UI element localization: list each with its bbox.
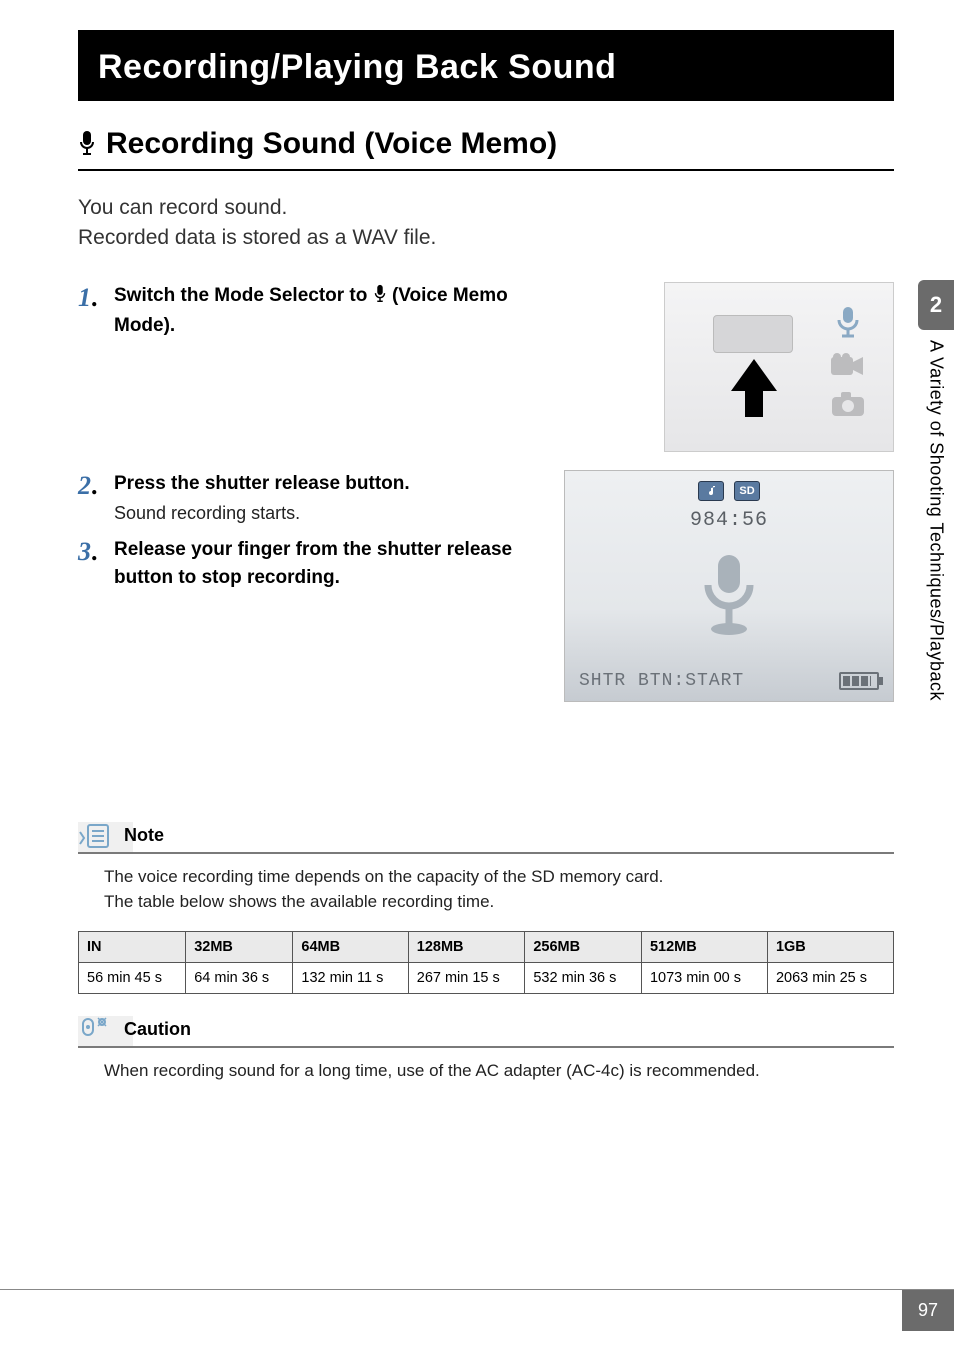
table-cell: 64 min 36 s xyxy=(186,962,293,993)
step-text: Release your finger from the shutter rel… xyxy=(114,536,542,591)
table-cell: 132 min 11 s xyxy=(293,962,408,993)
lcd-screenshot: SD 984:56 SHTR BTN:START xyxy=(564,470,894,702)
table-header-cell: 128MB xyxy=(408,931,525,962)
side-tab: 2 A Variety of Shooting Techniques/Playb… xyxy=(918,280,954,860)
step-number: 2. xyxy=(78,470,102,525)
recording-time: 984:56 xyxy=(690,509,768,532)
section-title-text: Recording Sound (Voice Memo) xyxy=(106,127,557,161)
caution-icon xyxy=(78,1016,112,1044)
chapter-header: Recording/Playing Back Sound xyxy=(78,30,894,101)
music-note-icon xyxy=(698,481,724,501)
intro-line: Recorded data is stored as a WAV file. xyxy=(78,223,894,253)
page-footer: 97 xyxy=(0,1289,954,1331)
caution-text: When recording sound for a long time, us… xyxy=(104,1058,894,1084)
step-number: 1. xyxy=(78,282,102,340)
table-header-cell: 256MB xyxy=(525,931,642,962)
microphone-icon xyxy=(373,284,387,313)
recording-time-table: IN32MB64MB128MB256MB512MB1GB 56 min 45 s… xyxy=(78,931,894,994)
step-number: 3. xyxy=(78,536,102,591)
note-icon xyxy=(78,822,112,850)
step-text: Switch the Mode Selector to (Voice Memo … xyxy=(114,282,542,340)
table-header-cell: 32MB xyxy=(186,931,293,962)
step-text: Press the shutter release button. xyxy=(114,470,410,498)
camera-icon xyxy=(831,391,865,417)
intro-line: You can record sound. xyxy=(78,193,894,223)
section-title: Recording Sound (Voice Memo) xyxy=(78,127,894,171)
step-1: 1. Switch the Mode Selector to (Voice Me… xyxy=(78,282,542,340)
step-subtext: Sound recording starts. xyxy=(114,503,410,524)
caution-label: Caution xyxy=(120,1019,191,1040)
note-label: Note xyxy=(120,825,164,846)
table-cell: 532 min 36 s xyxy=(525,962,642,993)
table-row: 56 min 45 s64 min 36 s132 min 11 s267 mi… xyxy=(79,962,894,993)
microphone-icon xyxy=(694,551,764,646)
table-header-cell: 512MB xyxy=(641,931,767,962)
microphone-icon xyxy=(78,130,96,158)
page-number: 97 xyxy=(902,1290,954,1331)
mode-selector-illustration xyxy=(564,282,894,452)
note-text: The table below shows the available reco… xyxy=(104,889,894,915)
table-header-cell: IN xyxy=(79,931,186,962)
chapter-number-tab: 2 xyxy=(918,280,954,330)
table-header-cell: 1GB xyxy=(767,931,893,962)
sd-card-icon: SD xyxy=(734,481,760,501)
table-cell: 1073 min 00 s xyxy=(641,962,767,993)
battery-icon xyxy=(839,672,879,690)
caution-block: Caution When recording sound for a long … xyxy=(78,1016,894,1084)
step-3: 3. Release your finger from the shutter … xyxy=(78,536,542,591)
note-block: Note The voice recording time depends on… xyxy=(78,822,894,994)
note-text: The voice recording time depends on the … xyxy=(104,864,894,890)
chapter-name-vertical: A Variety of Shooting Techniques/Playbac… xyxy=(926,340,947,860)
step-2: 2. Press the shutter release button. Sou… xyxy=(78,470,542,525)
table-header-cell: 64MB xyxy=(293,931,408,962)
intro-text: You can record sound. Recorded data is s… xyxy=(78,193,894,254)
lcd-status-label: SHTR BTN:START xyxy=(579,671,744,691)
microphone-icon xyxy=(834,305,862,341)
table-cell: 267 min 15 s xyxy=(408,962,525,993)
table-cell: 56 min 45 s xyxy=(79,962,186,993)
table-cell: 2063 min 25 s xyxy=(767,962,893,993)
movie-icon xyxy=(831,353,865,379)
